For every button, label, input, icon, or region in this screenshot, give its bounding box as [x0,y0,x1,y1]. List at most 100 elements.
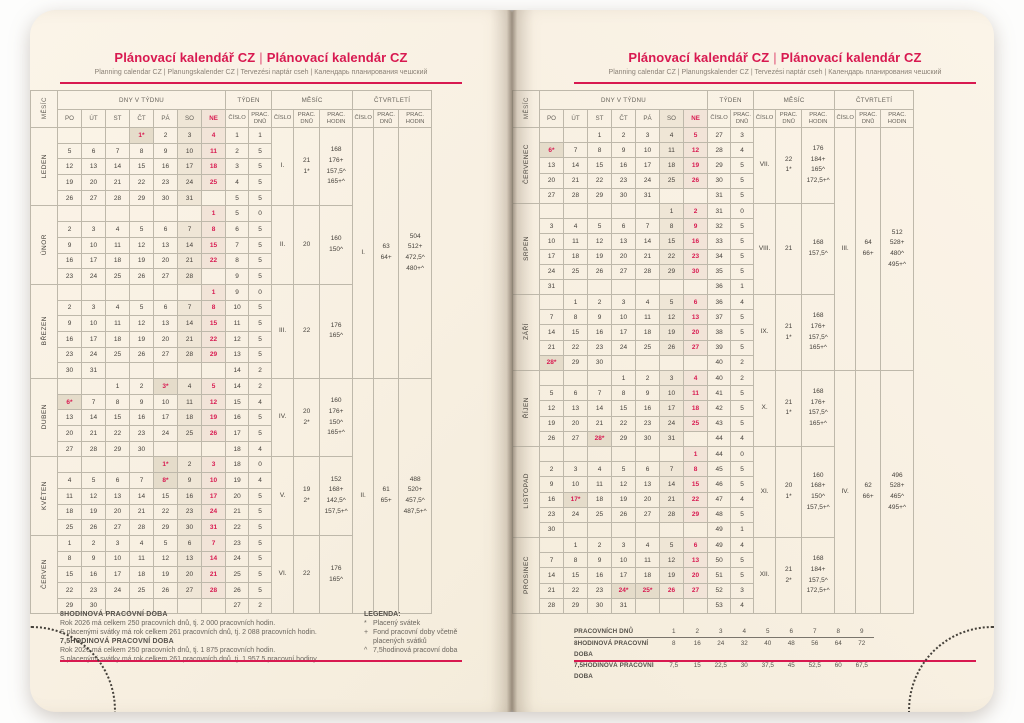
title-separator: | [259,50,263,65]
day-cell: 1* [129,127,154,144]
week-workdays: 2 [730,369,755,387]
day-cell: 31 [177,189,202,207]
day-cell: 21 [635,248,660,265]
day-cell: 13 [682,552,709,569]
planning-table-second-half: MĚSÍC DNY V TÝDNU TÝDEN MĚSÍC ČTVRTLETÍ PO ÚT S… [512,90,915,615]
day-cell: 14 [105,158,130,176]
day-cell: 30 [539,521,564,539]
day-cell: 11 [659,142,684,159]
week-workdays: 5 [730,218,755,235]
day-cell: 12 [129,236,154,254]
day-cell: 23 [682,248,709,265]
day-cell: 5 [682,126,709,144]
day-cell: 26 [81,519,106,536]
sub-header: ČÍSLO [707,109,732,128]
day-cell: 25 [177,425,202,442]
day-cell: 14 [539,324,564,341]
day-cell [539,294,564,311]
day-cell: 5 [57,142,82,160]
day-cell: 25 [635,339,660,356]
day-cell: 31 [635,187,660,204]
row-value: 30 [740,662,748,669]
day-cell: 29 [611,430,636,447]
calendar-week-row: 12 13 14 15 16 17 18 42 5 [513,400,914,417]
calendar-week-row: 9 10 11 12 13 14 15 46 5 [513,476,914,493]
week-number: 33 [707,233,732,250]
day-cell: 19 [81,503,106,521]
week-number: 20 [225,487,250,505]
day-cell: 22 [200,330,227,348]
day-cell [153,440,178,458]
day-cell: 16 [129,409,154,427]
day-cell: 15 [563,324,588,341]
day-cell [563,126,588,144]
legend-symbol: + [364,629,369,636]
week-number: 37 [707,309,732,326]
month-workhours: 168 176+ 157,5^ 165+^ [319,126,354,207]
legend-text: Fond pracovní doby včetně placených svát… [373,629,458,645]
week-workdays: 0 [730,445,755,463]
day-cell [635,278,660,296]
day-cell: 6 [611,218,636,235]
day-cell: 31 [659,430,684,447]
day-cell [539,369,564,387]
day-cell: 18 [105,330,130,348]
month-column-header: MĚSÍC [512,90,540,128]
day-cell: 10 [105,550,130,568]
day-cell: 5 [611,461,636,478]
month-group-header: MĚSÍC [753,90,836,110]
legend-symbol: * [364,620,367,627]
week-number: 30 [707,172,732,189]
day-cell: 17 [177,158,202,176]
day-cell: 11 [635,309,660,326]
day-cell: 10 [81,315,106,332]
day-cell: 17* [563,491,588,508]
day-cell: 1 [200,283,227,301]
day-cell: 8 [659,218,684,235]
week-workdays: 5 [248,534,273,552]
month-label: BŘEZEN [30,283,58,380]
calendar-week-row: 24 25 26 27 28 29 30 35 5 [513,263,914,280]
row-value: 16 [693,640,701,647]
day-cell: 4 [105,221,130,238]
calendar-week-row: 14 15 16 17 18 19 20 51 5 [513,567,914,584]
row-value: 3 [718,628,723,635]
week-number: 32 [707,218,732,235]
day-cell: 7 [539,552,564,569]
day-cell: 28 [105,189,130,207]
day-cell: 17 [105,566,130,583]
month-workhours: 168 184+ 157,5^ 172,5+^ [801,537,836,614]
calendar-week-row: 29 30 27 2 [31,597,432,615]
week-number: 13 [225,346,250,364]
day-cell: 3 [635,126,660,144]
day-cell: 5 [659,537,684,554]
day-cell: 6 [105,472,130,489]
calendar-week-row: 9 10 11 12 13 14 15 11 5 [31,315,432,332]
week-workdays: 0 [248,205,273,223]
day-cell: 2 [57,221,82,238]
calendar-week-row: 27 28 29 30 31 31 5 [513,187,914,204]
day-cell: 21 [81,425,106,442]
day-cell: 2 [611,126,636,144]
day-cell: 12 [682,142,709,159]
day-cell: 15 [153,487,178,505]
sub-header: PRAC. DNŮ [775,109,803,128]
day-cell [587,445,612,463]
working-time-heading: 7,5HODINOVÁ PRACOVNÍ DOBA [60,638,174,645]
day-cell: 23 [587,339,612,356]
calendar-week-row: PROSINEC 1 2 3 4 5 6 49 4 XII. 21 2* 168 184+ 157,5… [512,537,914,614]
month-workdays: 21 2* [775,537,803,614]
day-cell: 16 [81,566,106,583]
month-workhours: 176 184+ 165^ 172,5+^ [801,127,836,204]
day-cell: 8 [563,309,588,326]
day-header: ČT [129,109,154,128]
day-cell: 24* [611,582,636,599]
day-cell [659,354,684,372]
day-cell: 28* [587,430,612,447]
day-cell: 7 [177,221,202,238]
day-cell: 16 [682,233,709,250]
day-cell [177,205,202,223]
day-cell: 23 [539,506,564,523]
week-workdays: 1 [248,127,273,144]
day-cell [81,127,106,144]
